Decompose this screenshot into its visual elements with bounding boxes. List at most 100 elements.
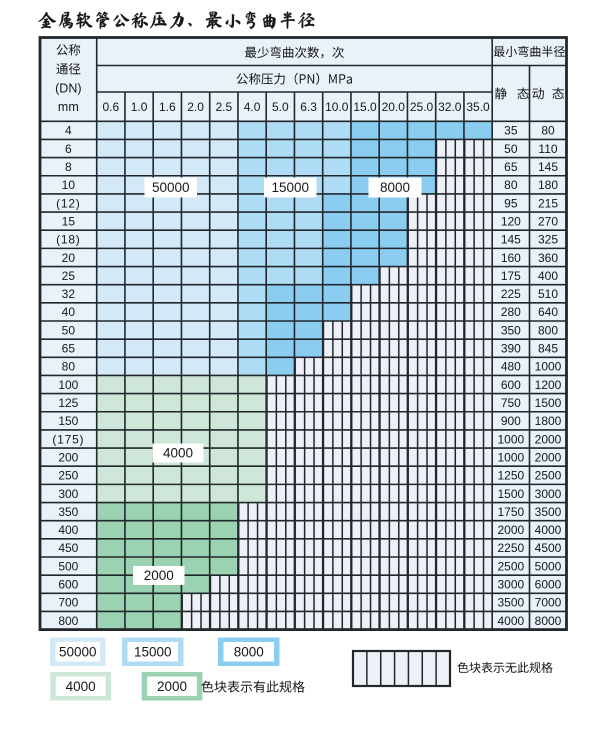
svg-text:8000: 8000 [535, 614, 562, 628]
svg-text:800: 800 [538, 323, 558, 337]
svg-text:32.0: 32.0 [438, 100, 462, 114]
svg-text:1.0: 1.0 [131, 100, 148, 114]
svg-text:1000: 1000 [497, 450, 524, 464]
svg-text:300: 300 [58, 487, 78, 501]
svg-text:400: 400 [58, 523, 78, 537]
svg-text:65: 65 [504, 160, 518, 174]
svg-text:2000: 2000 [157, 679, 187, 694]
svg-text:10.0: 10.0 [325, 100, 349, 114]
svg-text:250: 250 [58, 469, 78, 483]
svg-text:80: 80 [541, 124, 555, 138]
svg-text:10: 10 [62, 178, 76, 192]
svg-text:mm: mm [58, 100, 79, 114]
svg-text:450: 450 [58, 541, 78, 555]
svg-text:1.6: 1.6 [159, 100, 176, 114]
svg-text:110: 110 [538, 142, 557, 156]
svg-text:280: 280 [501, 305, 521, 319]
svg-text:2.5: 2.5 [215, 100, 232, 114]
svg-text:120: 120 [501, 214, 521, 228]
svg-text:600: 600 [58, 578, 78, 592]
svg-text:175: 175 [501, 269, 521, 283]
svg-text:80: 80 [504, 178, 518, 192]
svg-text:3500: 3500 [535, 505, 562, 519]
svg-text:6000: 6000 [535, 578, 562, 592]
svg-text:15000: 15000 [134, 644, 172, 659]
svg-text:125: 125 [58, 396, 78, 410]
svg-text:20: 20 [62, 251, 76, 265]
svg-text:2250: 2250 [497, 541, 524, 555]
svg-text:50000: 50000 [59, 644, 97, 659]
svg-text:150: 150 [58, 414, 78, 428]
svg-text:4500: 4500 [535, 541, 562, 555]
svg-text:3500: 3500 [497, 596, 524, 610]
svg-text:1250: 1250 [497, 469, 524, 483]
svg-text:15000: 15000 [271, 180, 309, 195]
svg-text:400: 400 [538, 269, 558, 283]
svg-text:8: 8 [65, 160, 72, 174]
svg-text:180: 180 [538, 178, 558, 192]
svg-text:8000: 8000 [234, 644, 264, 659]
svg-text:350: 350 [501, 323, 521, 337]
svg-text:7000: 7000 [535, 596, 562, 610]
svg-text:(175): (175) [52, 432, 84, 446]
svg-text:480: 480 [501, 360, 521, 374]
svg-text:32: 32 [62, 287, 76, 301]
svg-text:4: 4 [65, 124, 72, 138]
svg-text:160: 160 [501, 251, 521, 265]
svg-text:800: 800 [58, 614, 78, 628]
svg-text:15: 15 [62, 214, 76, 228]
svg-text:1000: 1000 [535, 360, 562, 374]
svg-text:50: 50 [62, 323, 76, 337]
svg-text:700: 700 [58, 596, 78, 610]
svg-text:1500: 1500 [497, 487, 524, 501]
svg-text:3000: 3000 [497, 578, 524, 592]
svg-text:4000: 4000 [163, 446, 193, 461]
svg-text:(DN): (DN) [55, 82, 81, 96]
svg-text:80: 80 [62, 360, 76, 374]
svg-text:145: 145 [501, 233, 521, 247]
svg-text:1750: 1750 [497, 505, 524, 519]
svg-text:640: 640 [538, 305, 558, 319]
svg-text:2000: 2000 [144, 568, 174, 583]
svg-text:2.0: 2.0 [187, 100, 204, 114]
svg-text:3000: 3000 [535, 487, 562, 501]
svg-text:360: 360 [538, 251, 558, 265]
svg-text:25: 25 [62, 269, 76, 283]
svg-text:600: 600 [501, 378, 521, 392]
svg-text:2500: 2500 [497, 559, 524, 573]
svg-text:900: 900 [501, 414, 521, 428]
svg-text:4.0: 4.0 [244, 100, 261, 114]
svg-text:8000: 8000 [380, 180, 410, 195]
svg-text:4000: 4000 [66, 679, 96, 694]
svg-text:15.0: 15.0 [353, 100, 377, 114]
svg-text:0.6: 0.6 [102, 100, 119, 114]
svg-text:145: 145 [538, 160, 558, 174]
svg-text:2000: 2000 [535, 450, 562, 464]
svg-text:1000: 1000 [497, 432, 524, 446]
svg-text:500: 500 [58, 559, 78, 573]
svg-text:750: 750 [501, 396, 521, 410]
svg-text:2000: 2000 [497, 523, 524, 537]
svg-text:50: 50 [504, 142, 518, 156]
svg-text:5000: 5000 [535, 559, 562, 573]
svg-text:2000: 2000 [535, 432, 562, 446]
svg-text:1500: 1500 [535, 396, 562, 410]
svg-text:2500: 2500 [535, 469, 562, 483]
svg-text:325: 325 [538, 233, 558, 247]
svg-text:20.0: 20.0 [382, 100, 406, 114]
svg-text:35.0: 35.0 [466, 100, 490, 114]
svg-text:100: 100 [58, 378, 78, 392]
svg-text:65: 65 [62, 342, 76, 356]
svg-text:200: 200 [58, 450, 78, 464]
svg-text:1200: 1200 [535, 378, 562, 392]
svg-text:95: 95 [504, 196, 518, 210]
svg-text:350: 350 [58, 505, 78, 519]
svg-text:50000: 50000 [152, 180, 190, 195]
svg-text:215: 215 [538, 196, 558, 210]
svg-text:845: 845 [538, 342, 558, 356]
svg-text:6.3: 6.3 [300, 100, 317, 114]
svg-text:5.0: 5.0 [272, 100, 289, 114]
svg-text:40: 40 [62, 305, 76, 319]
svg-text:(12): (12) [56, 196, 81, 210]
svg-text:1800: 1800 [535, 414, 562, 428]
